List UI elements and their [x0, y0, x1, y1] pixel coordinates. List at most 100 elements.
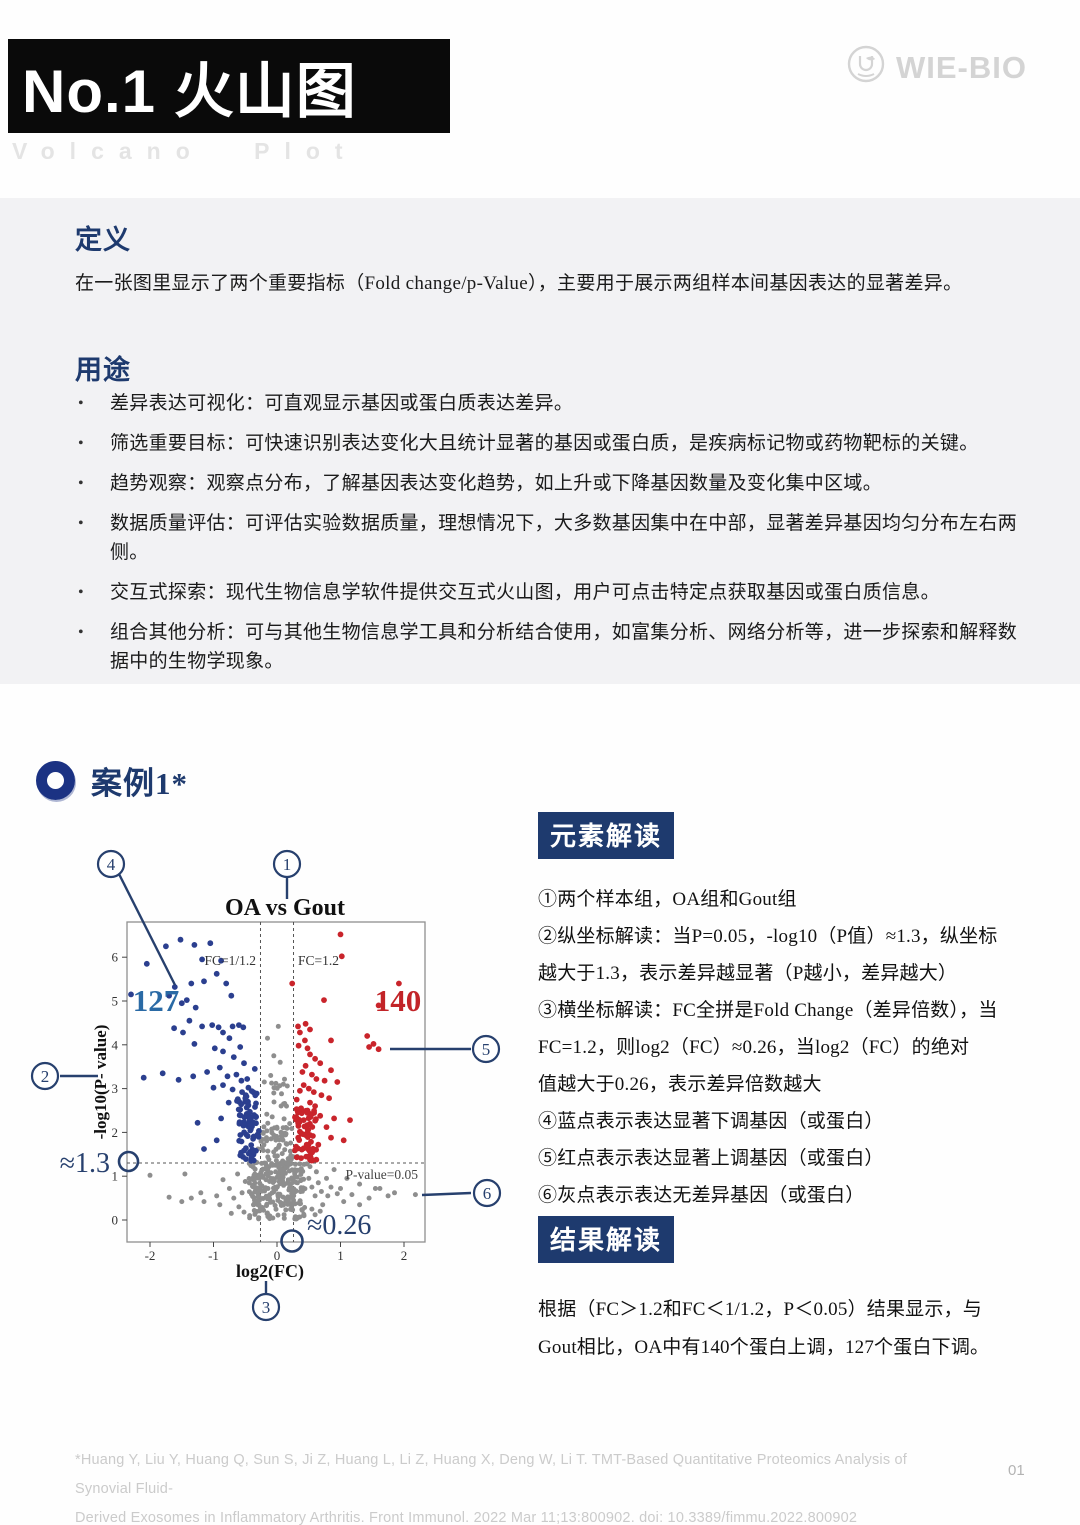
brand-logo-text: WIE-BIO [896, 50, 1027, 85]
data-point [143, 960, 150, 967]
data-point [309, 1206, 315, 1212]
data-point [289, 1167, 295, 1173]
bullet-icon: • [78, 584, 84, 601]
data-point [292, 1161, 298, 1167]
data-point [273, 1080, 279, 1086]
annotation-ring [117, 1150, 140, 1173]
usage-bullet: • 差异表达可视化：可直观显示基因或蛋白质表达差异。 [78, 392, 1028, 418]
data-point [321, 1077, 328, 1084]
data-point [253, 1114, 259, 1120]
data-point [220, 1082, 226, 1088]
definition-body: 在一张图里显示了两个重要指标（Fold change/p-Value），主要用于… [75, 273, 963, 294]
data-point [310, 1089, 317, 1095]
data-point [302, 1020, 309, 1027]
data-point [364, 1033, 371, 1039]
data-point [177, 936, 184, 943]
data-point [317, 1060, 324, 1067]
data-point [264, 1201, 270, 1207]
data-point [270, 1162, 275, 1168]
data-point [188, 980, 195, 987]
data-point [286, 1198, 291, 1204]
data-point [370, 1041, 377, 1047]
bullet-text: 数据质量评估：可评估实验数据质量，理想情况下，大多数基因集中在中部，显著差异基因… [110, 513, 1018, 563]
data-point [241, 1060, 247, 1067]
data-point [412, 1192, 418, 1198]
chart-text-up-count: 140 [375, 983, 422, 1018]
data-point [338, 953, 345, 960]
data-point [271, 1178, 277, 1184]
data-point [265, 1035, 270, 1041]
element-line: ①两个样本组，OA组和Gout组 [538, 889, 797, 910]
data-point [289, 1175, 295, 1181]
element-line: 值越大于0.26，表示差异倍数越大 [538, 1074, 822, 1095]
data-point [294, 1215, 300, 1221]
case-heading-row: 案例1* [36, 758, 188, 803]
data-point [337, 931, 344, 938]
data-point [247, 1122, 254, 1129]
data-point [251, 1066, 258, 1072]
result-interpretation-title: 结果解读 [538, 1216, 675, 1263]
data-point [282, 1076, 287, 1082]
data-point [214, 1193, 220, 1199]
data-point [249, 1191, 254, 1197]
annotation-ring [280, 1229, 304, 1253]
data-point [298, 1177, 304, 1183]
data-point [293, 1189, 298, 1195]
data-point [265, 1167, 271, 1173]
data-point [307, 1120, 313, 1127]
element-line: FC=1.2，则log2（FC）≈0.26，当log2（FC）的绝对 [538, 1037, 970, 1058]
data-point [375, 1046, 382, 1053]
data-point [246, 1180, 252, 1186]
data-point [180, 1029, 186, 1036]
result-interpretation-text: 根据（FC＞1.2和FC＜1/1.2，P＜0.05）结果显示，与 Gout相比，O… [538, 1291, 1013, 1367]
data-point [273, 1206, 279, 1212]
data-point [228, 992, 235, 999]
data-point [259, 1168, 265, 1173]
volcano-plot: -2 -1 0 1 2 0 1 2 3 4 5 6 OA vs Gout 127 140 FC=1/1.2 FC… [20, 845, 540, 1325]
data-point [318, 1092, 325, 1099]
data-point [252, 1166, 258, 1172]
data-point [259, 1173, 265, 1179]
y-tick-label: 6 [112, 950, 119, 965]
data-point [300, 1082, 307, 1088]
data-point [303, 1153, 310, 1160]
annotation-pointer-line [421, 1191, 472, 1197]
x-tick-label: 2 [401, 1248, 408, 1263]
data-point [298, 1166, 304, 1172]
data-point [283, 1132, 289, 1138]
data-point [278, 1129, 284, 1135]
data-point [288, 1156, 294, 1162]
data-point [252, 1211, 258, 1217]
data-point [289, 1191, 295, 1197]
data-point [278, 1203, 284, 1208]
data-point [236, 1137, 243, 1144]
data-point [279, 1151, 285, 1157]
data-point [147, 1172, 153, 1178]
data-point [280, 1194, 286, 1200]
brand-logo: WIE-BIO [846, 44, 1027, 92]
data-point [315, 1180, 321, 1186]
data-point [261, 1124, 267, 1130]
data-point [269, 1190, 275, 1196]
data-point [268, 1073, 274, 1078]
data-point [217, 1202, 223, 1208]
data-point [312, 1212, 318, 1218]
data-point [264, 1111, 270, 1117]
data-point [302, 1062, 309, 1069]
data-point [315, 1141, 322, 1148]
data-point [325, 1193, 331, 1199]
data-point [255, 1190, 261, 1196]
data-point [223, 980, 230, 987]
data-point [302, 1205, 308, 1210]
data-point [201, 978, 207, 985]
data-point [245, 1102, 252, 1109]
chart-text-fc-right-label: FC=1.2 [298, 953, 339, 968]
data-point [243, 1145, 249, 1152]
svg-text:5: 5 [482, 1040, 491, 1059]
data-point [251, 1208, 257, 1213]
data-point [357, 1181, 363, 1187]
data-point [228, 1210, 234, 1216]
data-point [263, 1193, 269, 1199]
annotation-number-6: 6 [472, 1178, 502, 1208]
